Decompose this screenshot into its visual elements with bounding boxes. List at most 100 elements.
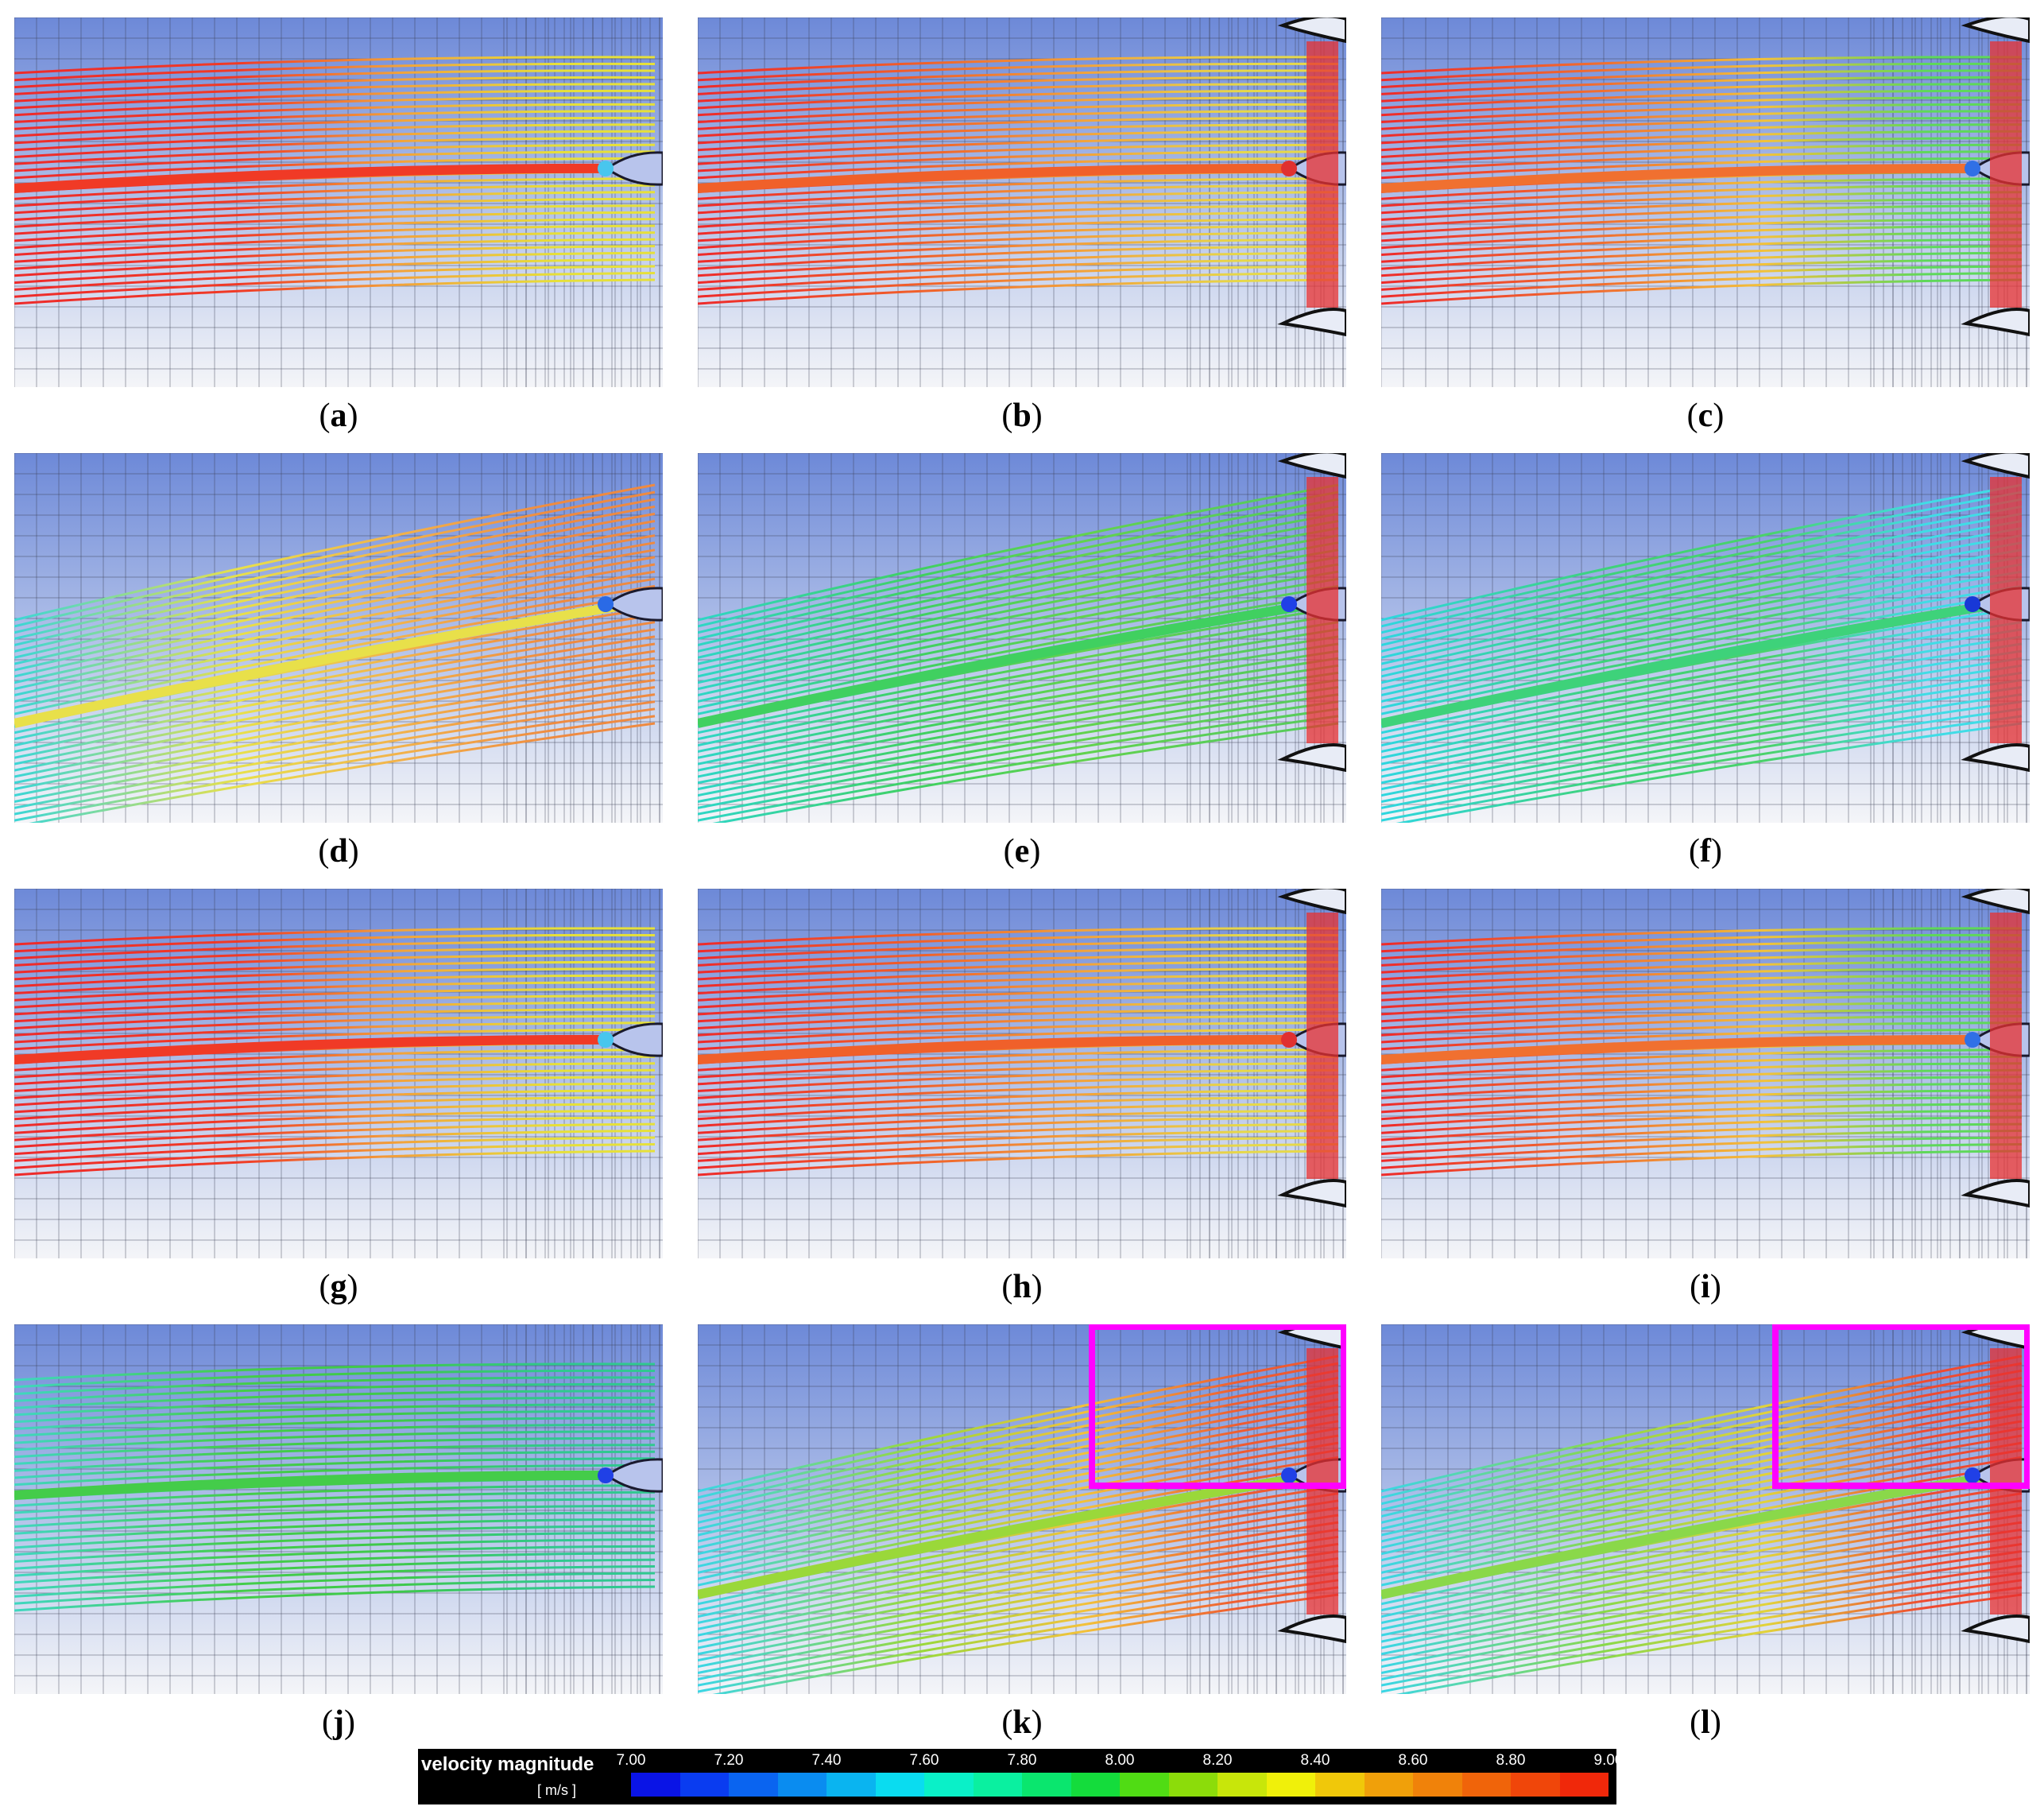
caption-letter: g [330, 1269, 347, 1305]
caption-letter: d [329, 833, 348, 870]
streamline-image-a [14, 17, 663, 387]
colorbar-segment [827, 1773, 876, 1797]
caption-d: (d) [318, 833, 359, 870]
streamline-image-k [698, 1324, 1346, 1694]
high-velocity-zone [1307, 913, 1338, 1179]
background [14, 17, 663, 387]
guide-blades [1277, 17, 1346, 337]
leading-edge-nose [605, 587, 663, 622]
panel-b [698, 17, 1346, 387]
caption-letter: h [1012, 1269, 1032, 1305]
panel-e [698, 453, 1346, 823]
guide-blades [1961, 453, 2030, 773]
center-streamline [698, 163, 1315, 193]
panel-g [14, 889, 663, 1258]
highlight-box [1772, 1324, 2030, 1489]
high-velocity-zone [1990, 1348, 2022, 1614]
highlight-box [1089, 1324, 1346, 1489]
caption-h: (h) [1001, 1269, 1043, 1305]
streamline-image-j [14, 1324, 663, 1694]
caption-letter: j [333, 1704, 344, 1741]
leading-edge-nose [605, 1022, 663, 1057]
colorbar-segment [631, 1773, 680, 1797]
panel-f [1381, 453, 2030, 823]
high-velocity-zone [1990, 477, 2022, 743]
streamlines [14, 483, 656, 823]
center-streamline [1381, 163, 1999, 193]
caption-c: (c) [1686, 397, 1725, 434]
colorbar-tick-label: 8.80 [1496, 1752, 1526, 1769]
streamline-image-g [14, 889, 663, 1258]
caption-b: (b) [1001, 397, 1043, 434]
caption-letter: i [1701, 1269, 1710, 1305]
guide-blades [1277, 453, 1346, 773]
stagnation-point [1965, 1467, 1980, 1483]
panel-j [14, 1324, 663, 1694]
colorbar-segment [1070, 1773, 1120, 1797]
caption-letter: f [1700, 833, 1711, 870]
leading-edge-nose [605, 151, 663, 186]
center-streamline [698, 1034, 1315, 1064]
colorbar-tick-label: 7.00 [616, 1752, 646, 1769]
colorbar-segment [973, 1773, 1022, 1797]
center-streamline [14, 1034, 632, 1064]
colorbar-segment [924, 1773, 974, 1797]
caption-letter: k [1012, 1704, 1032, 1741]
panel-c [1381, 17, 2030, 387]
colorbar-segment [1413, 1773, 1462, 1797]
streamlines [698, 1355, 1339, 1694]
high-velocity-zone [1307, 1348, 1338, 1614]
background [14, 1324, 663, 1694]
colorbar-segment [1364, 1773, 1413, 1797]
center-streamline [14, 163, 632, 193]
stagnation-point [598, 1467, 614, 1483]
mesh-grid [14, 889, 663, 1258]
center-streamline [1381, 599, 1999, 728]
streamlines [698, 483, 1339, 823]
streamlines [14, 927, 656, 1176]
center-streamline [698, 1471, 1315, 1599]
caption-k: (k) [1001, 1704, 1043, 1741]
streamline-image-l [1381, 1324, 2030, 1694]
stagnation-point [1281, 161, 1297, 176]
center-streamline [14, 1470, 632, 1500]
background [1381, 889, 2030, 1258]
streamline-image-i [1381, 889, 2030, 1258]
background [1381, 17, 2030, 387]
colorbar-tick-label: 7.80 [1007, 1752, 1037, 1769]
colorbar-unit: [ m/s ] [537, 1782, 576, 1798]
high-velocity-zone [1990, 41, 2022, 308]
colorbar-tick-label: 8.20 [1202, 1752, 1233, 1769]
panel-k [698, 1324, 1346, 1694]
caption-j: (j) [322, 1704, 355, 1741]
colorbar-tick-label: 7.60 [909, 1752, 939, 1769]
colorbar-segment [1266, 1773, 1315, 1797]
center-streamline [1381, 1471, 1999, 1599]
guide-blades [1961, 17, 2030, 337]
streamline-image-e [698, 453, 1346, 823]
colorbar-gradient [631, 1773, 1608, 1797]
stagnation-point [1281, 1032, 1297, 1048]
caption-g: (g) [319, 1269, 358, 1305]
panel-a [14, 17, 663, 387]
caption-letter: b [1012, 397, 1032, 434]
panel-l [1381, 1324, 2030, 1694]
stagnation-point [1281, 1467, 1297, 1483]
colorbar-tick-label: 8.00 [1105, 1752, 1135, 1769]
caption-letter: a [330, 397, 347, 434]
streamline-image-f [1381, 453, 2030, 823]
leading-edge-nose [605, 1458, 663, 1493]
panel-h [698, 889, 1346, 1258]
velocity-colorbar: velocity magnitude [ m/s ] 7.00 7.20 7.40 7… [418, 1749, 1624, 1804]
caption-l: (l) [1690, 1704, 1721, 1741]
streamline-image-b [698, 17, 1346, 387]
background [14, 889, 663, 1258]
colorbar-ticks: 7.00 7.20 7.40 7.60 7.80 8.00 8.20 8.40 8.60 8.80… [617, 1752, 1624, 1771]
high-velocity-zone [1990, 913, 2022, 1179]
colorbar-tick-label: 9.00 [1593, 1752, 1624, 1769]
colorbar-segment [1168, 1773, 1217, 1797]
colorbar-segment [1461, 1773, 1511, 1797]
streamlines [698, 56, 1339, 305]
colorbar-segment [1217, 1773, 1267, 1797]
background [698, 889, 1346, 1258]
